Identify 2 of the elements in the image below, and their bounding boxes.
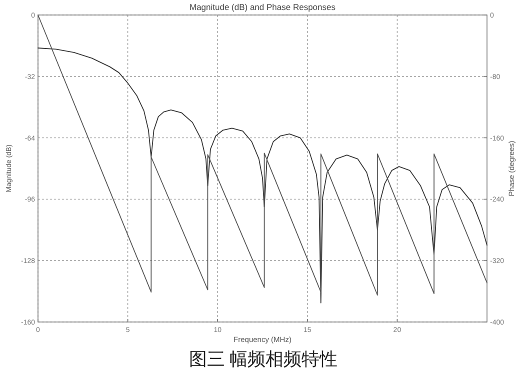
- text: 图三 幅频相频特性: [188, 349, 338, 369]
- chart-title: Magnitude (dB) and Phase Responses: [189, 2, 336, 12]
